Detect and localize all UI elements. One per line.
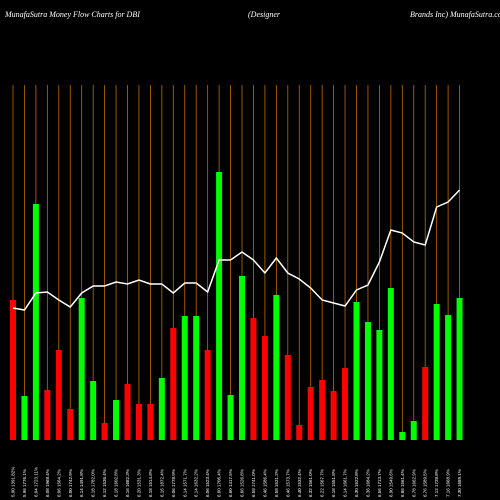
bar xyxy=(135,404,142,440)
x-tick-label: 5.90 1391.82% xyxy=(11,467,16,497)
bar xyxy=(410,421,417,440)
bar xyxy=(21,396,28,440)
bar xyxy=(239,276,245,440)
bar xyxy=(227,395,234,440)
x-tick-label: 6.90 1549.6% xyxy=(388,469,393,497)
x-tick-label: 6.14 1571.7% xyxy=(182,469,187,497)
x-tick-label: 6.00 1742.9% xyxy=(68,469,73,497)
bar xyxy=(273,295,280,440)
bar xyxy=(399,432,406,440)
x-tick-label: 6.60 1706.4% xyxy=(217,469,222,497)
x-tick-label: 6.18 1782.0% xyxy=(91,469,96,497)
x-tick-label: 6.16 1682.3% xyxy=(125,469,130,497)
x-tick-label: 6.06 1523.4% xyxy=(205,469,210,497)
bar xyxy=(147,404,154,440)
x-tick-label: 7.16 1668.9% xyxy=(446,469,451,497)
x-tick-label: 6.20 1531.3% xyxy=(136,469,141,497)
bar xyxy=(342,368,349,440)
x-tick-label: 6.76 1589.5% xyxy=(423,469,428,497)
bar xyxy=(445,315,452,440)
chart-title: Brands Inc) MunafaSutra.com xyxy=(410,10,500,19)
bar xyxy=(296,425,303,440)
bar xyxy=(67,409,74,440)
x-tick-label: 6.60 1417.5% xyxy=(228,469,233,497)
bar xyxy=(181,316,188,440)
bar xyxy=(364,322,371,440)
x-tick-label: 6.30 1622.8% xyxy=(354,469,359,497)
x-tick-label: 6.36 1684.2% xyxy=(365,469,370,497)
bar xyxy=(387,288,394,440)
bar xyxy=(261,336,268,440)
bar xyxy=(422,367,429,440)
x-tick-label: 6.22 1567.7% xyxy=(320,469,325,497)
x-tick-label: 7.12 1728.8% xyxy=(434,469,439,497)
x-tick-label: 6.06 1564.2% xyxy=(56,469,61,497)
x-tick-label: 6.66 1526.8% xyxy=(240,469,245,497)
bar xyxy=(113,400,120,440)
bar xyxy=(456,298,463,440)
bar xyxy=(353,302,360,440)
x-tick-label: 6.14 1491.8% xyxy=(79,469,84,497)
bar xyxy=(376,330,383,440)
x-tick-label: 6.12 1536.4% xyxy=(102,469,107,497)
bar xyxy=(330,391,337,440)
bar xyxy=(170,328,177,440)
x-tick-label: 6.58 1741.0% xyxy=(251,469,256,497)
x-tick-label: 6.56 1713.7% xyxy=(377,469,382,497)
money-flow-line xyxy=(12,189,461,311)
x-tick-label: 6.14 1661.7% xyxy=(343,469,348,497)
x-tick-label: 7.30 1689.1% xyxy=(457,469,462,497)
bar xyxy=(90,381,97,440)
bar xyxy=(216,172,223,440)
x-tick-label: 6.18 1602.8% xyxy=(114,469,119,497)
x-tick-label: 6.06 1778.9% xyxy=(171,469,176,497)
x-tick-label: 5.96 1776.1% xyxy=(22,469,27,497)
bar xyxy=(204,350,211,440)
bar xyxy=(32,204,39,440)
chart-title: MunafaSutra Money Flow Charts for DBI xyxy=(4,10,140,19)
x-tick-label: 6.86 1561.4% xyxy=(400,469,405,497)
bar xyxy=(44,390,51,440)
bar xyxy=(193,316,200,440)
x-tick-label: 6.08 1968.4% xyxy=(45,469,50,497)
bar xyxy=(250,318,257,440)
bar xyxy=(433,304,440,440)
x-tick-label: 6.04 1723.11% xyxy=(33,467,38,497)
x-tick-label: 6.18 1551.8% xyxy=(331,469,336,497)
bar xyxy=(124,384,131,440)
x-tick-label: 6.78 1662.9% xyxy=(411,469,416,497)
bar xyxy=(158,378,165,440)
x-tick-label: 6.46 1573.7% xyxy=(285,469,290,497)
bar xyxy=(55,350,62,440)
bar xyxy=(78,298,85,440)
bar xyxy=(307,387,314,440)
x-tick-label: 6.32 1561.0% xyxy=(308,469,313,497)
x-tick-label: 6.58 1531.2% xyxy=(274,469,279,497)
x-tick-label: 6.46 1586.4% xyxy=(262,469,267,497)
chart-title: (Designer xyxy=(248,10,281,19)
x-tick-label: 6.40 1532.4% xyxy=(297,469,302,497)
x-tick-label: 6.18 1514.8% xyxy=(148,469,153,497)
x-tick-label: 6.14 1632.2% xyxy=(194,469,199,497)
bar xyxy=(101,423,108,440)
bar xyxy=(284,355,291,440)
x-tick-label: 6.16 1872.4% xyxy=(159,469,164,497)
bar xyxy=(10,300,16,440)
bar xyxy=(319,380,326,440)
